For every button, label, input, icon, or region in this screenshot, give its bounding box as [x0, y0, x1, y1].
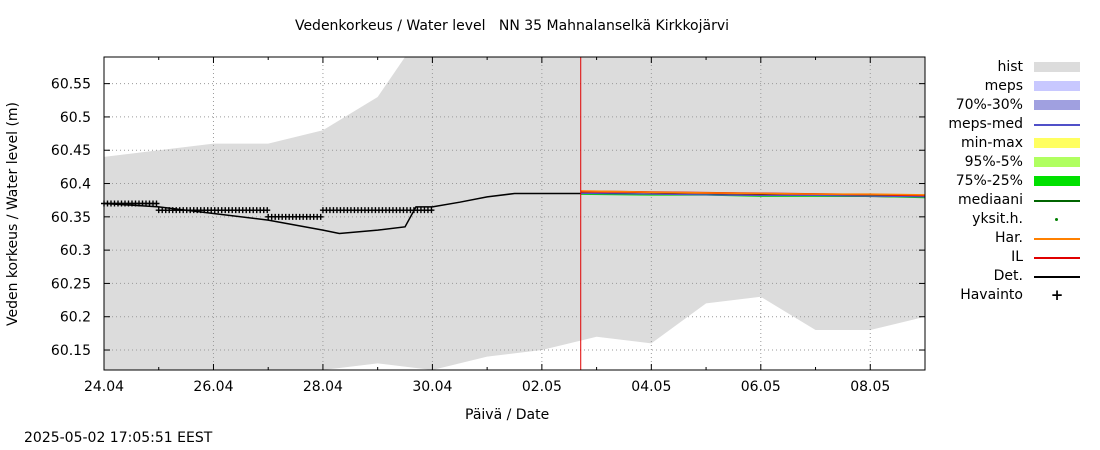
legend-item: min-max	[930, 134, 1090, 153]
y-tick-label: 60.55	[51, 77, 91, 93]
legend: hist meps 70%-30% meps-med min-max 95%-5% 75%-…	[930, 58, 1090, 305]
x-tick-label: 06.05	[741, 379, 781, 395]
axes-layer: 60.15 60.2 60.25 60.3 60.35 60.4 60.45 60.5 60.5…	[51, 56, 926, 395]
legend-item: Havainto +	[930, 286, 1090, 305]
legend-label: IL	[1011, 249, 1023, 265]
y-tick-label: 60.3	[60, 243, 91, 259]
legend-swatch-line	[1034, 276, 1080, 278]
y-tick-label: 60.35	[51, 210, 91, 226]
plot-frame	[103, 56, 926, 371]
y-tick-label: 60.5	[60, 110, 91, 126]
legend-label: 75%-25%	[955, 173, 1023, 189]
havainto-marker	[264, 207, 271, 214]
legend-label: min-max	[961, 135, 1023, 151]
y-tick-label: 60.2	[60, 310, 91, 326]
legend-item: IL	[930, 248, 1090, 267]
legend-label: Havainto	[960, 287, 1023, 303]
legend-label: yksit.h.	[972, 211, 1023, 227]
legend-swatch-dot	[1055, 218, 1058, 221]
x-tick-label: 24.04	[84, 379, 124, 395]
legend-item: Det.	[930, 267, 1090, 286]
legend-label: 95%-5%	[964, 154, 1023, 170]
legend-label: meps	[984, 78, 1023, 94]
legend-item: meps	[930, 77, 1090, 96]
legend-label: 70%-30%	[955, 97, 1023, 113]
legend-item: hist	[930, 58, 1090, 77]
legend-label: hist	[997, 59, 1023, 75]
hist-band	[104, 57, 925, 370]
x-tick-label: 26.04	[193, 379, 233, 395]
legend-swatch-line	[1034, 200, 1080, 202]
legend-label: Det.	[993, 268, 1023, 284]
legend-swatch-line	[1034, 124, 1080, 126]
chart-title: Vedenkorkeus / Water level NN 35 Mahnala…	[294, 18, 730, 34]
legend-swatch-line	[1034, 257, 1080, 259]
legend-swatch-box	[1034, 62, 1080, 72]
y-tick-label: 60.45	[51, 143, 91, 159]
legend-item: mediaani	[930, 191, 1090, 210]
legend-item: Har.	[930, 229, 1090, 248]
x-tick-label: 30.04	[412, 379, 452, 395]
legend-label: meps-med	[948, 116, 1023, 132]
legend-label: Har.	[994, 230, 1023, 246]
series-meps-med-line	[580, 192, 926, 198]
legend-swatch-box	[1034, 81, 1080, 91]
y-tick-label: 60.4	[60, 177, 91, 193]
series-layer	[101, 57, 926, 370]
generated-timestamp: 2025-05-02 17:05:51 EEST	[24, 430, 213, 446]
y-tick-label: 60.25	[51, 276, 91, 292]
legend-item: meps-med	[930, 115, 1090, 134]
havainto-marker	[153, 200, 160, 207]
series-har-line	[580, 190, 926, 196]
legend-swatch-box	[1034, 138, 1080, 148]
x-tick-label: 04.05	[631, 379, 671, 395]
legend-item: 75%-25%	[930, 172, 1090, 191]
havainto-marker	[317, 213, 324, 220]
x-tick-label: 02.05	[522, 379, 562, 395]
legend-swatch-box	[1034, 176, 1080, 186]
legend-item: 95%-5%	[930, 153, 1090, 172]
series-det-line	[103, 192, 926, 235]
havainto-marker	[428, 207, 435, 214]
legend-item: 70%-30%	[930, 96, 1090, 115]
x-tick-label: 08.05	[850, 379, 890, 395]
legend-label: mediaani	[958, 192, 1023, 208]
legend-swatch-box	[1034, 157, 1080, 167]
legend-swatch-box	[1034, 100, 1080, 110]
plus-icon: +	[1050, 286, 1064, 304]
x-tick-label: 28.04	[303, 379, 343, 395]
legend-item: yksit.h.	[930, 210, 1090, 229]
y-tick-label: 60.15	[51, 343, 91, 359]
x-axis-label: Päivä / Date	[465, 407, 550, 423]
legend-swatch-line	[1034, 238, 1080, 240]
